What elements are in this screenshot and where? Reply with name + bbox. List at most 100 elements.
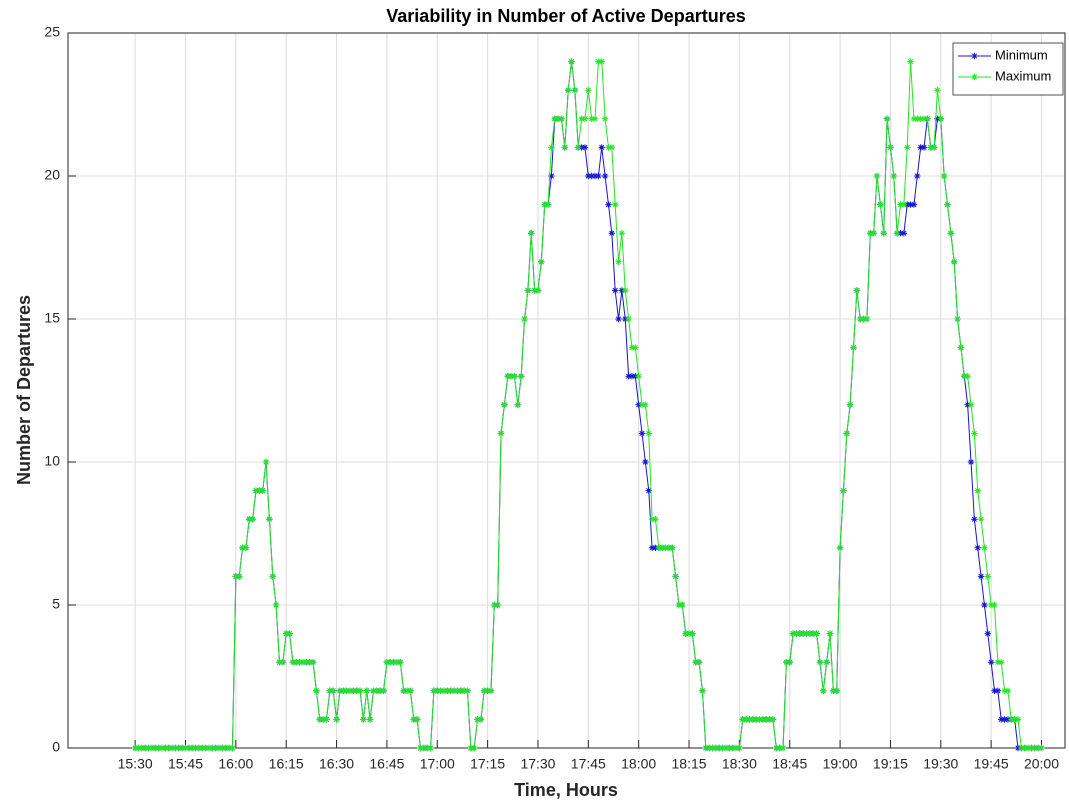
data-point xyxy=(998,659,1005,666)
data-point xyxy=(417,744,424,752)
data-point xyxy=(262,458,270,466)
data-point xyxy=(652,544,659,551)
data-point xyxy=(974,487,981,494)
data-point xyxy=(927,144,934,151)
data-point xyxy=(709,744,716,752)
data-point xyxy=(497,430,505,437)
data-point xyxy=(199,744,206,752)
data-point xyxy=(276,659,283,666)
data-point xyxy=(635,373,642,380)
data-point xyxy=(306,659,313,666)
y-axis-label: Number of Departures xyxy=(14,295,34,485)
data-point xyxy=(611,287,619,294)
data-point xyxy=(423,744,431,752)
data-point xyxy=(940,172,948,180)
data-point xyxy=(645,430,652,437)
data-point xyxy=(642,458,649,466)
data-point xyxy=(450,687,458,694)
data-point xyxy=(685,630,693,637)
data-point xyxy=(742,716,750,723)
data-point xyxy=(437,687,444,694)
data-point xyxy=(242,544,250,551)
data-point xyxy=(796,630,804,637)
data-point xyxy=(591,115,599,122)
data-point xyxy=(773,744,780,752)
data-point xyxy=(521,315,528,323)
data-point xyxy=(299,659,307,666)
data-point xyxy=(944,201,951,208)
data-point xyxy=(638,401,646,408)
data-point xyxy=(366,716,374,723)
x-tick-label: 16:15 xyxy=(269,756,304,772)
data-point xyxy=(836,544,844,551)
data-point xyxy=(635,401,642,408)
x-tick-label: 15:45 xyxy=(168,756,203,772)
data-point xyxy=(286,630,293,637)
plot-frame xyxy=(67,32,1066,749)
data-point xyxy=(528,230,535,237)
data-point xyxy=(138,744,146,752)
legend-box xyxy=(952,42,1064,96)
data-point xyxy=(873,172,881,180)
data-point xyxy=(1024,744,1032,752)
data-point xyxy=(846,401,854,408)
data-point xyxy=(383,659,391,666)
data-point xyxy=(632,373,639,380)
data-point xyxy=(605,201,612,208)
data-point xyxy=(914,172,921,180)
data-point xyxy=(410,716,417,723)
data-point xyxy=(591,172,599,180)
data-point xyxy=(967,401,975,408)
data-point xyxy=(803,630,810,637)
x-tick-label: 18:15 xyxy=(672,756,707,772)
legend-label: Maximum xyxy=(995,68,1051,83)
data-point xyxy=(880,230,887,237)
data-point xyxy=(716,744,723,752)
data-point xyxy=(564,87,572,94)
data-point xyxy=(558,115,565,122)
data-point xyxy=(346,687,354,694)
data-point xyxy=(266,516,273,523)
data-point xyxy=(172,744,179,752)
data-point xyxy=(293,659,300,666)
data-point xyxy=(481,687,488,694)
data-point xyxy=(719,744,726,752)
data-point xyxy=(1038,744,1045,752)
data-point xyxy=(816,659,824,666)
x-tick-label: 17:30 xyxy=(520,756,555,772)
data-point xyxy=(917,115,924,122)
data-point xyxy=(863,315,871,323)
data-point xyxy=(977,573,985,580)
data-point xyxy=(215,744,223,752)
data-point xyxy=(1028,744,1035,752)
data-point xyxy=(722,744,730,752)
data-point xyxy=(971,516,978,523)
data-point xyxy=(470,744,478,752)
y-tick-label: 10 xyxy=(44,453,60,469)
data-point xyxy=(746,716,753,723)
data-point xyxy=(162,744,169,752)
data-point xyxy=(373,687,381,694)
data-point xyxy=(971,430,978,437)
x-axis-label: Time, Hours xyxy=(514,780,618,800)
data-point xyxy=(679,601,686,609)
x-tick-label: 16:45 xyxy=(369,756,404,772)
data-point xyxy=(427,744,434,752)
data-point xyxy=(581,144,589,151)
data-point xyxy=(981,544,988,551)
data-point xyxy=(249,516,256,523)
data-point xyxy=(850,344,857,351)
data-point xyxy=(246,516,253,523)
data-point xyxy=(494,601,501,609)
x-tick-label: 19:45 xyxy=(974,756,1009,772)
data-point xyxy=(934,87,941,94)
data-point xyxy=(524,287,532,294)
x-tick-label: 15:30 xyxy=(118,756,153,772)
data-point xyxy=(917,144,924,151)
data-point xyxy=(897,201,904,208)
data-point xyxy=(507,373,515,380)
data-point xyxy=(155,744,162,752)
data-point xyxy=(407,687,414,694)
data-point xyxy=(625,315,632,323)
data-point xyxy=(813,630,820,637)
